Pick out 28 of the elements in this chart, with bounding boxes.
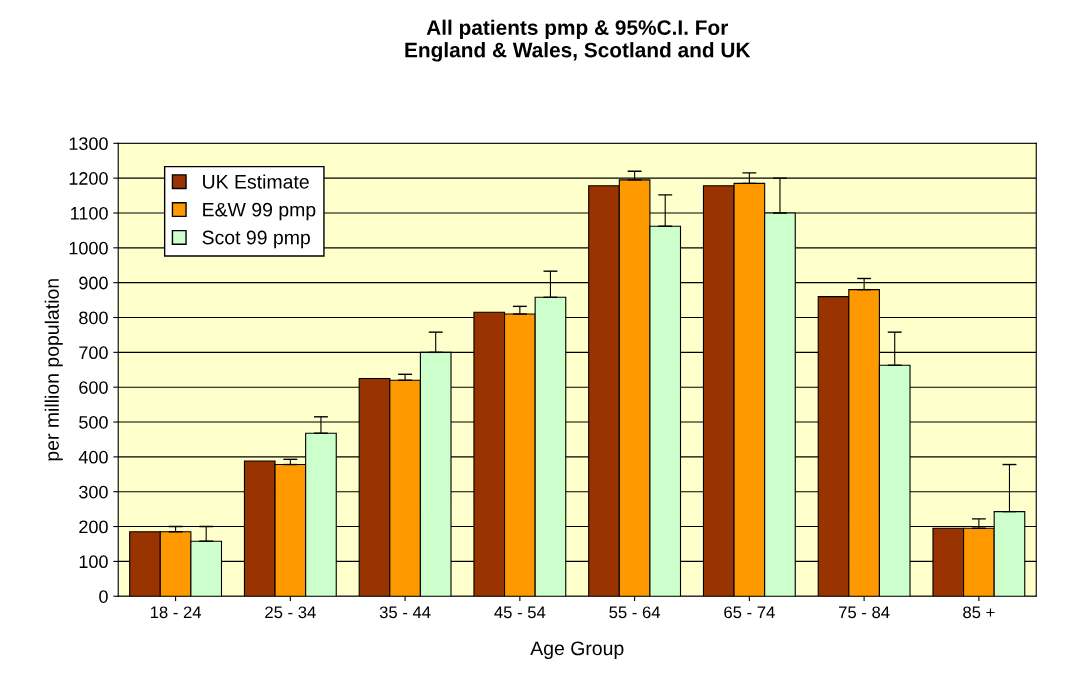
legend-label: E&W 99 pmp xyxy=(203,202,316,221)
legend-label: Scot 99 pmp xyxy=(202,230,310,249)
y-tick-label: 0 xyxy=(99,590,108,603)
y-tick-label: 700 xyxy=(79,346,108,360)
x-tick-label: 55 - 64 xyxy=(609,606,661,619)
x-axis-title: Age Group xyxy=(530,641,624,660)
y-tick-label: 1300 xyxy=(69,137,108,151)
y-tick-label: 1200 xyxy=(69,172,108,185)
y-tick-label: 1100 xyxy=(71,206,108,220)
y-tick-label: 500 xyxy=(79,415,108,429)
x-tick-label: 45 - 54 xyxy=(494,606,546,619)
x-tick-label: 85 + xyxy=(963,606,995,619)
y-tick-label: 900 xyxy=(79,276,108,290)
legend-label: UK Estimate xyxy=(203,174,309,189)
x-tick-label: 18 - 24 xyxy=(150,606,202,619)
y-axis-title: per million population xyxy=(44,279,63,461)
x-tick-label: 65 - 74 xyxy=(724,606,775,619)
y-tick-label: 200 xyxy=(79,520,108,534)
x-tick-label: 35 - 44 xyxy=(379,606,431,619)
x-tick-label: 25 - 34 xyxy=(265,606,316,619)
y-tick-label: 600 xyxy=(79,381,108,394)
chart-title: All patients pmp & 95%C.I. For England & Wales, Scotland and UK xyxy=(405,19,751,62)
y-tick-label: 1000 xyxy=(69,241,108,255)
y-tick-label: 400 xyxy=(78,450,108,464)
y-tick-label: 100 xyxy=(79,555,108,569)
x-tick-label: 75 - 84 xyxy=(839,606,890,619)
y-tick-label: 800 xyxy=(79,311,108,325)
y-tick-label: 300 xyxy=(79,485,108,499)
